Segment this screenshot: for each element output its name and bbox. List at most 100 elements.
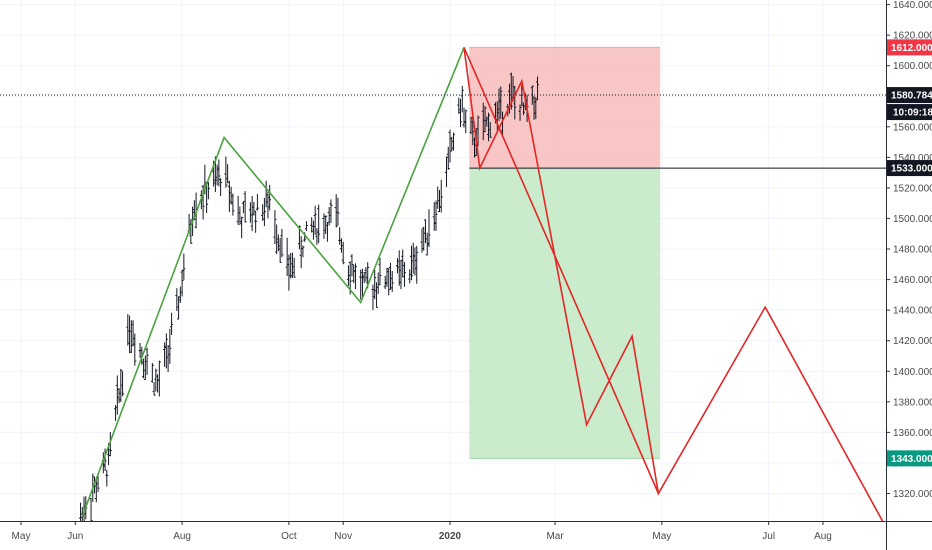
ohlc-bar (168, 328, 172, 364)
ohlc-bar (236, 195, 240, 225)
ohlc-bar (334, 194, 338, 228)
countdown-tag: 10:09:18 (887, 104, 932, 121)
ohlc-bar (352, 264, 356, 284)
ohlc-bar (163, 342, 167, 367)
time-tick-label: Jun (67, 531, 83, 542)
ohlc-bar (464, 109, 468, 134)
ohlc-bar (536, 76, 540, 101)
price-tick-label: 1600.000 (893, 61, 932, 72)
ohlc-bar (227, 180, 231, 213)
ohlc-bar (413, 247, 417, 276)
ohlc-bar (94, 478, 98, 503)
ohlc-bar (481, 102, 485, 141)
ohlc-bar (201, 184, 205, 220)
ohlc-bar (339, 238, 343, 253)
ohlc-bar (360, 268, 364, 300)
ohlc-bar (164, 333, 168, 369)
chart-grid (0, 0, 886, 521)
ohlc-bar (336, 197, 340, 226)
ohlc-bar (420, 228, 424, 253)
take-profit-price-tag: 1343.000 (887, 450, 932, 467)
ohlc-bar (89, 497, 93, 524)
time-tick-label: May (652, 531, 671, 542)
ohlc-bar (522, 103, 526, 116)
ohlc-bar (273, 210, 277, 245)
ohlc-bar (402, 262, 406, 287)
ohlc-bar (411, 242, 415, 274)
ohlc-bar (353, 263, 357, 290)
ohlc-bar (108, 432, 112, 457)
ohlc-bar (387, 268, 391, 296)
stop-loss-zone[interactable] (469, 47, 661, 169)
time-axis-panel[interactable] (0, 521, 932, 550)
ohlc-bar (178, 286, 182, 303)
ohlc-bar (315, 228, 319, 245)
price-tick-label: 1560.000 (893, 122, 932, 133)
ohlc-bar (395, 258, 399, 274)
ohlc-bar (518, 104, 522, 121)
time-tick-label: 2020 (439, 531, 462, 542)
ohlc-bar (177, 296, 181, 320)
ohlc-bar (374, 282, 378, 308)
ohlc-bar (154, 368, 158, 392)
ohlc-bar (226, 164, 230, 184)
ohlc-bar (224, 156, 228, 188)
ohlc-bar (243, 191, 247, 223)
ohlc-bar (262, 197, 266, 227)
ohlc-bar (476, 115, 480, 147)
countdown-tag-bg (887, 104, 932, 121)
ohlc-bar (261, 204, 265, 221)
zigzag-pattern-lines[interactable] (0, 47, 886, 522)
ohlc-bar (115, 375, 119, 415)
ohlc-bar (215, 164, 219, 186)
ohlc-bar (388, 262, 392, 290)
time-tick-label: May (12, 531, 31, 542)
ohlc-bar (278, 237, 282, 263)
ohlc-bar (290, 252, 294, 279)
price-tick-label: 1420.000 (893, 336, 932, 347)
ohlc-bar (383, 275, 387, 290)
long-short-position-tool[interactable] (469, 46, 886, 459)
ohlc-bar (390, 270, 394, 292)
price-tick-label: 1460.000 (893, 275, 932, 286)
ohlc-bar (231, 193, 235, 216)
ohlc-bar (373, 269, 377, 300)
price-tick-label: 1540.000 (893, 153, 932, 164)
ohlc-bar (401, 249, 405, 278)
ohlc-bar (276, 234, 280, 252)
ohlc-bar (436, 186, 440, 209)
ohlc-bar (385, 267, 389, 287)
ohlc-bar (397, 250, 401, 286)
ohlc-bar (462, 107, 466, 128)
ohlc-bar (311, 220, 315, 240)
price-tick-label: 1620.000 (893, 31, 932, 42)
ohlc-bar (310, 217, 314, 233)
price-tick-label: 1380.000 (893, 397, 932, 408)
ohlc-bar (133, 333, 137, 366)
countdown-tag-label: 10:09:18 (893, 108, 932, 119)
ohlc-bar (457, 97, 461, 114)
ohlc-bar (79, 502, 83, 524)
ohlc-bar (439, 179, 443, 213)
ohlc-bar (255, 193, 259, 211)
ohlc-bar (371, 284, 375, 311)
price-tick-label: 1440.000 (893, 306, 932, 317)
ohlc-bar (219, 178, 223, 197)
take-profit-zone[interactable] (469, 168, 661, 459)
ohlc-bar (338, 227, 342, 245)
ohlc-bar (341, 241, 345, 265)
price-tick-label: 1320.000 (893, 489, 932, 500)
ohlc-bar (252, 202, 256, 216)
time-tick-label: Nov (334, 531, 352, 542)
ohlc-bar (415, 245, 419, 284)
ohlc-bar (450, 136, 454, 152)
ohlc-bar (266, 191, 270, 219)
ohlc-bar (119, 368, 123, 402)
pattern-line-1[interactable] (81, 47, 465, 517)
ohlc-bar (301, 245, 305, 258)
ohlc-bar (408, 269, 412, 284)
price-tick-label: 1500.000 (893, 214, 932, 225)
pattern-line-3[interactable] (463, 47, 660, 494)
ohlc-bar (497, 88, 501, 121)
